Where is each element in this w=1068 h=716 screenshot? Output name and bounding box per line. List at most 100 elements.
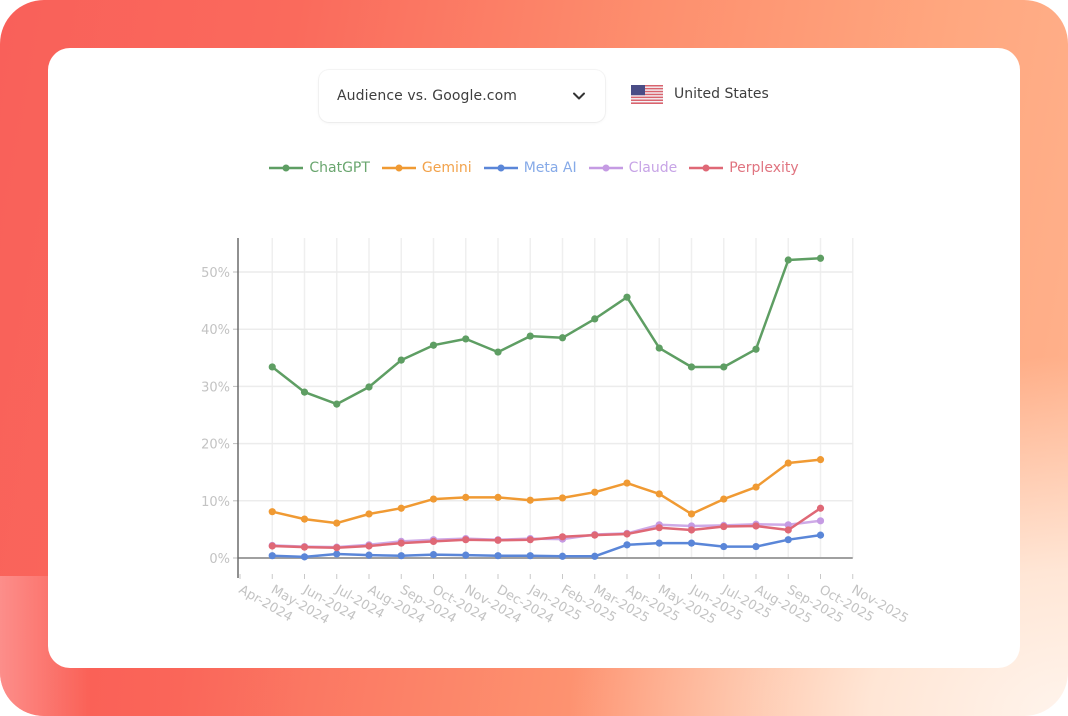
data-point[interactable] bbox=[526, 496, 534, 504]
chevron-down-icon bbox=[573, 92, 585, 100]
data-point[interactable] bbox=[591, 315, 599, 323]
data-point[interactable] bbox=[623, 530, 631, 538]
data-point[interactable] bbox=[300, 515, 309, 523]
comparison-dropdown-label: Audience vs. Google.com bbox=[337, 88, 517, 104]
data-point[interactable] bbox=[429, 341, 438, 349]
data-point[interactable] bbox=[752, 345, 760, 353]
y-tick-label: 40% bbox=[201, 323, 230, 338]
data-point[interactable] bbox=[526, 332, 534, 340]
data-point[interactable] bbox=[333, 550, 341, 558]
data-point[interactable] bbox=[591, 531, 599, 539]
data-point[interactable] bbox=[462, 551, 470, 559]
legend-item-chatgpt[interactable]: ChatGPT bbox=[269, 160, 370, 176]
data-point[interactable] bbox=[397, 356, 405, 364]
data-point[interactable] bbox=[687, 526, 696, 534]
data-point[interactable] bbox=[462, 335, 470, 343]
data-point[interactable] bbox=[333, 400, 341, 408]
data-point[interactable] bbox=[526, 536, 534, 544]
data-point[interactable] bbox=[720, 495, 728, 503]
data-point[interactable] bbox=[784, 521, 792, 529]
data-point[interactable] bbox=[816, 504, 825, 512]
data-point[interactable] bbox=[365, 383, 373, 391]
data-point[interactable] bbox=[268, 552, 276, 560]
data-point[interactable] bbox=[268, 508, 276, 516]
data-point[interactable] bbox=[462, 536, 470, 544]
data-point[interactable] bbox=[558, 334, 567, 342]
data-point[interactable] bbox=[720, 522, 728, 531]
data-point[interactable] bbox=[720, 542, 728, 551]
data-point[interactable] bbox=[429, 550, 438, 559]
legend-label: Claude bbox=[628, 160, 678, 176]
data-point[interactable] bbox=[558, 494, 567, 502]
data-point[interactable] bbox=[365, 510, 373, 518]
y-tick-label: 0% bbox=[209, 552, 230, 567]
data-point[interactable] bbox=[494, 552, 502, 560]
legend-item-gemini[interactable]: Gemini bbox=[381, 160, 472, 176]
data-point[interactable] bbox=[816, 254, 825, 262]
legend-line-marker-icon bbox=[483, 164, 518, 172]
series-meta-ai bbox=[268, 531, 825, 561]
data-point[interactable] bbox=[784, 526, 792, 534]
data-point[interactable] bbox=[268, 542, 276, 550]
data-point[interactable] bbox=[623, 541, 631, 549]
data-point[interactable] bbox=[784, 256, 792, 264]
data-point[interactable] bbox=[591, 552, 599, 560]
data-point[interactable] bbox=[655, 539, 663, 547]
legend-label: Gemini bbox=[421, 160, 472, 176]
x-axis: Apr-2024May-2024Jun-2024Jul-2024Aug-2024… bbox=[236, 574, 911, 628]
data-point[interactable] bbox=[816, 517, 825, 525]
data-point[interactable] bbox=[397, 504, 405, 512]
data-point[interactable] bbox=[462, 493, 470, 501]
data-point[interactable] bbox=[300, 543, 309, 551]
data-point[interactable] bbox=[494, 493, 502, 501]
data-point[interactable] bbox=[784, 459, 792, 467]
data-point[interactable] bbox=[365, 551, 373, 559]
country-label: United States bbox=[674, 86, 769, 102]
data-point[interactable] bbox=[268, 363, 276, 371]
data-point[interactable] bbox=[687, 510, 696, 518]
chart-card: Audience vs. Google.com United States Ch… bbox=[48, 48, 1020, 668]
y-tick-label: 20% bbox=[201, 438, 230, 453]
data-point[interactable] bbox=[494, 536, 502, 544]
data-point[interactable] bbox=[816, 531, 825, 539]
data-point[interactable] bbox=[365, 542, 373, 550]
data-point[interactable] bbox=[429, 495, 438, 503]
legend-line-marker-icon bbox=[588, 164, 623, 172]
series-perplexity bbox=[268, 504, 825, 552]
data-point[interactable] bbox=[655, 344, 663, 352]
data-point[interactable] bbox=[655, 490, 663, 498]
legend-label: ChatGPT bbox=[309, 160, 370, 176]
data-point[interactable] bbox=[526, 552, 534, 560]
data-point[interactable] bbox=[397, 539, 405, 547]
data-point[interactable] bbox=[752, 522, 760, 530]
legend-item-meta-ai[interactable]: Meta AI bbox=[483, 160, 577, 176]
data-point[interactable] bbox=[558, 552, 567, 560]
data-point[interactable] bbox=[591, 488, 599, 496]
data-point[interactable] bbox=[720, 363, 728, 371]
data-point[interactable] bbox=[429, 537, 438, 546]
data-point[interactable] bbox=[558, 533, 567, 541]
data-point[interactable] bbox=[752, 542, 760, 551]
data-point[interactable] bbox=[300, 553, 309, 561]
data-point[interactable] bbox=[687, 539, 696, 547]
data-point[interactable] bbox=[623, 293, 631, 301]
data-point[interactable] bbox=[655, 524, 663, 532]
data-point[interactable] bbox=[784, 536, 792, 544]
legend-item-claude[interactable]: Claude bbox=[588, 160, 678, 176]
data-point[interactable] bbox=[300, 388, 309, 396]
data-point[interactable] bbox=[623, 479, 631, 487]
y-tick-label: 30% bbox=[201, 380, 230, 395]
data-point[interactable] bbox=[494, 348, 502, 356]
data-point[interactable] bbox=[816, 456, 825, 464]
data-point[interactable] bbox=[333, 519, 341, 527]
data-point[interactable] bbox=[333, 544, 341, 552]
legend-line-marker-icon bbox=[689, 164, 724, 172]
data-point[interactable] bbox=[687, 363, 696, 371]
data-point[interactable] bbox=[397, 552, 405, 560]
legend-item-perplexity[interactable]: Perplexity bbox=[689, 160, 799, 176]
legend-line-marker-icon bbox=[381, 164, 416, 172]
grid-lines bbox=[233, 238, 854, 559]
country-selector[interactable]: United States bbox=[631, 84, 769, 104]
data-point[interactable] bbox=[752, 483, 760, 491]
comparison-dropdown[interactable]: Audience vs. Google.com bbox=[319, 70, 605, 122]
